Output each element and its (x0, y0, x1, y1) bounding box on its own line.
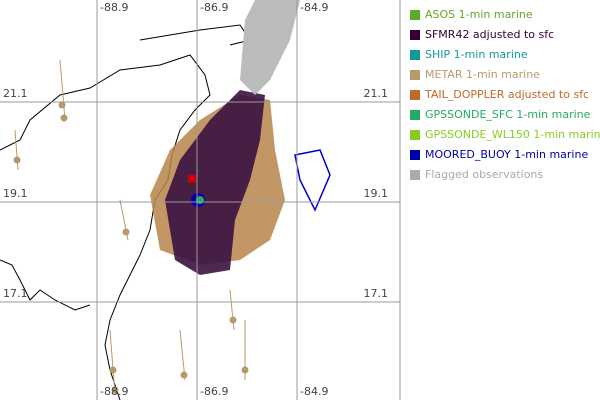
flagged-observations (240, 0, 300, 95)
legend-label: GPSSONDE_SFC 1-min marine (425, 108, 591, 121)
legend-label: MOORED_BUOY 1-min marine (425, 148, 588, 161)
lat-label: 17.1 (364, 287, 389, 300)
legend-swatch (410, 30, 420, 40)
lat-label: 17.1 (3, 287, 28, 300)
lon-label: -86.9 (200, 385, 228, 398)
lon-label: -84.9 (300, 385, 328, 398)
legend-label: GPSSONDE_WL150 1-min marine (425, 128, 600, 141)
metar-observations (13, 59, 249, 396)
legend-swatch (410, 10, 420, 20)
legend-label: Flagged observations (425, 168, 543, 181)
legend-swatch (410, 170, 420, 180)
sfmr-observations (165, 90, 265, 275)
legend-swatch (410, 150, 420, 160)
legend-swatch (410, 50, 420, 60)
lat-label: 21.1 (3, 87, 28, 100)
legend-label: ASOS 1-min marine (425, 8, 533, 21)
legend-label: SHIP 1-min marine (425, 48, 528, 61)
lat-label: 21.1 (364, 87, 389, 100)
lat-label: 19.1 (3, 187, 28, 200)
legend-label: METAR 1-min marine (425, 68, 540, 81)
map: -88.9 -86.9 -84.9 -88.9 -86.9 -84.9 21.1… (0, 0, 401, 400)
lon-label: -88.9 (100, 385, 128, 398)
lon-label: -88.9 (100, 1, 128, 14)
buoy-observations (294, 149, 331, 212)
lat-label: 19.1 (364, 187, 389, 200)
legend-swatch (410, 130, 420, 140)
lon-label: -84.9 (300, 1, 328, 14)
lon-label: -86.9 (200, 1, 228, 14)
sonde-marker (188, 175, 196, 183)
legend-swatch (410, 70, 420, 80)
legend-label: TAIL_DOPPLER adjusted to sfc (424, 88, 589, 101)
legend-label: SFMR42 adjusted to sfc (425, 28, 554, 41)
coastline (0, 259, 91, 311)
legend-swatch (410, 90, 420, 100)
legend-swatch (410, 110, 420, 120)
coastline (0, 54, 211, 400)
legend: ASOS 1-min marine SFMR42 adjusted to sfc S… (410, 8, 600, 181)
